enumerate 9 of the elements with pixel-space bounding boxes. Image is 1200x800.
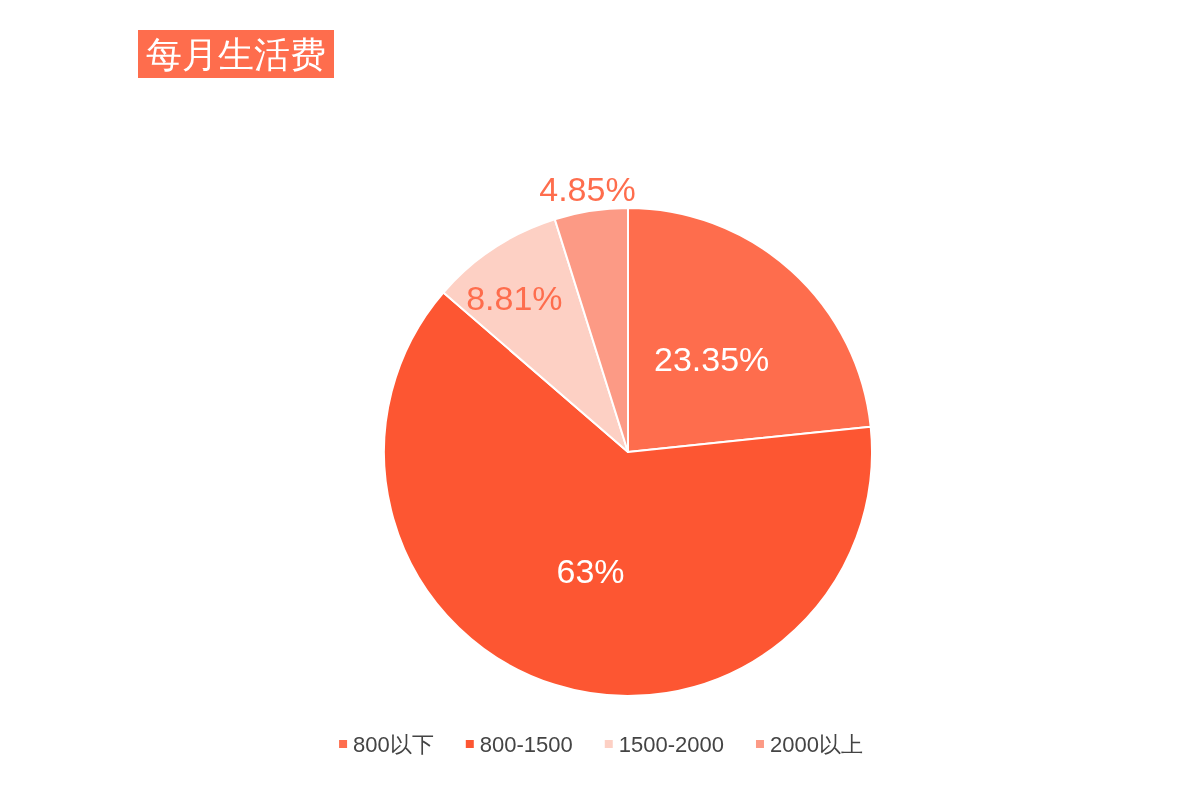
data-label: 8.81% — [466, 278, 563, 317]
legend-label: 800以下 — [353, 731, 434, 757]
legend-label: 2000以上 — [769, 731, 863, 757]
legend-label: 800-1500 — [479, 731, 573, 757]
legend-label: 1500-2000 — [618, 731, 724, 757]
data-label: 23.35% — [654, 340, 770, 379]
data-label: 4.85% — [539, 169, 636, 208]
chart-title: 每月生活费 — [146, 33, 326, 75]
data-label: 63% — [556, 552, 625, 591]
